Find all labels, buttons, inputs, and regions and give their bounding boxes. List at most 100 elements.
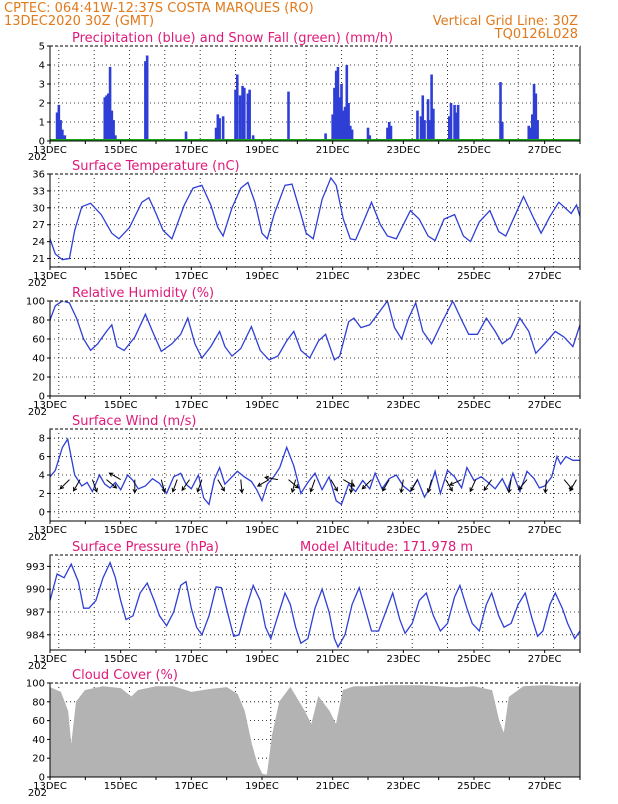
x-tick-label: 13DEC xyxy=(33,781,67,792)
y-tick-label: 990 xyxy=(26,585,45,596)
x-year-label: 202 xyxy=(28,152,47,163)
y-tick-label: 0 xyxy=(39,773,45,784)
y-tick-label: 987 xyxy=(26,608,45,619)
precip-bar xyxy=(184,131,188,141)
series-line-3 xyxy=(49,437,580,506)
x-tick-label: 23DEC xyxy=(386,525,420,536)
wind-vector-arrow xyxy=(382,479,390,492)
precip-bar xyxy=(112,120,115,141)
precip-bar xyxy=(347,103,350,141)
x-tick-label: 15DEC xyxy=(104,145,138,156)
panel-subtitle: Model Altitude: 171.978 m xyxy=(300,540,473,555)
x-tick-label: 21DEC xyxy=(316,525,350,536)
x-tick-label: 25DEC xyxy=(457,400,491,411)
panel-frame xyxy=(49,173,581,268)
precip-bar xyxy=(331,114,334,141)
precip-bar xyxy=(529,127,532,141)
panel-title: Surface Wind (m/s) xyxy=(72,414,196,429)
y-tick-label: 21 xyxy=(32,254,45,265)
wind-vector-arrow xyxy=(517,479,528,491)
precip-bar xyxy=(527,125,531,141)
precip-bar xyxy=(144,61,147,142)
wind-vector-arrow xyxy=(256,479,270,487)
panel-3: 0 2 4 6 8 13DEC 15DEC 17DEC 19DEC 21DEC 23DEC 25DEC… xyxy=(28,414,581,543)
precip-bar xyxy=(108,66,112,141)
precip-bar xyxy=(336,66,340,141)
y-tick-label: 0 xyxy=(39,137,45,148)
x-tick-label: 21DEC xyxy=(316,781,350,792)
precip-bar xyxy=(447,116,451,141)
precip-bar xyxy=(107,93,110,141)
precip-bar xyxy=(241,85,244,141)
precip-bar xyxy=(287,91,290,141)
panel-title: Surface Temperature (nC) xyxy=(72,159,240,174)
x-tick-label: 17DEC xyxy=(174,654,208,665)
x-tick-label: 17DEC xyxy=(174,781,208,792)
y-tick-label: 30 xyxy=(32,203,45,214)
y-tick-label: 2 xyxy=(39,489,45,500)
x-tick-label: 23DEC xyxy=(386,400,420,411)
precip-bar xyxy=(57,104,61,141)
y-tick-label: 984 xyxy=(26,630,45,641)
y-tick-label: 8 xyxy=(39,434,45,445)
x-tick-label: 13DEC xyxy=(33,400,67,411)
wind-vector-arrow xyxy=(59,479,70,490)
x-tick-label: 15DEC xyxy=(104,400,138,411)
precip-bar xyxy=(105,95,108,141)
precip-bar xyxy=(343,106,347,141)
precip-bar xyxy=(63,135,67,141)
precip-bar xyxy=(536,120,539,141)
precip-bar xyxy=(234,89,237,141)
header-location: CPTEC: 064:41W-12:37S COSTA MARQUES (RO) xyxy=(4,1,314,16)
wind-vector-arrow xyxy=(399,479,404,494)
wind-vector-arrow xyxy=(469,479,477,493)
precip-bar xyxy=(216,114,220,141)
precip-bar xyxy=(214,127,218,141)
precip-bar xyxy=(366,127,370,141)
panel-title: Relative Humidity (%) xyxy=(72,286,214,301)
precip-bar xyxy=(453,104,456,141)
precip-bar xyxy=(114,135,117,141)
precip-bar xyxy=(426,99,430,141)
precip-bar xyxy=(387,122,391,141)
precip-bar xyxy=(534,93,538,141)
precip-bar xyxy=(340,84,343,141)
wind-vector-arrow xyxy=(171,479,178,493)
x-tick-label: 17DEC xyxy=(174,271,208,282)
y-tick-label: 993 xyxy=(26,562,45,573)
x-tick-label: 15DEC xyxy=(104,781,138,792)
x-tick-label: 21DEC xyxy=(316,400,350,411)
precip-bar xyxy=(350,129,354,141)
precip-bar xyxy=(238,95,242,141)
precip-bar xyxy=(243,87,246,141)
precip-bar xyxy=(430,74,433,141)
wind-vector-arrow xyxy=(348,479,354,494)
wind-vector-arrow xyxy=(543,479,548,494)
precip-bar xyxy=(500,122,504,141)
precip-bar xyxy=(218,118,221,141)
x-tick-label: 27DEC xyxy=(528,525,562,536)
wind-vector-arrow xyxy=(361,479,372,490)
wind-vector-arrow xyxy=(264,475,278,481)
x-tick-label: 17DEC xyxy=(174,525,208,536)
series-line-1 xyxy=(49,176,581,261)
wind-vector-arrow xyxy=(426,479,433,494)
precip-bar xyxy=(389,125,393,141)
wind-vector-arrow xyxy=(288,479,300,489)
precip-bar xyxy=(246,93,250,141)
precip-bar xyxy=(499,82,502,141)
precip-bar xyxy=(532,84,536,141)
wind-vector-arrow xyxy=(73,479,81,492)
y-tick-label: 0 xyxy=(39,507,45,518)
wind-vector-arrow xyxy=(239,479,244,494)
precip-bar xyxy=(386,127,389,141)
precip-bar xyxy=(423,120,426,141)
precip-bar xyxy=(334,70,338,141)
y-tick-label: 33 xyxy=(32,186,45,197)
precip-bar xyxy=(416,110,419,141)
wind-vector-arrow xyxy=(160,479,167,494)
x-tick-label: 19DEC xyxy=(245,145,279,156)
x-year-label: 202 xyxy=(28,278,47,289)
precip-bar xyxy=(324,133,327,141)
